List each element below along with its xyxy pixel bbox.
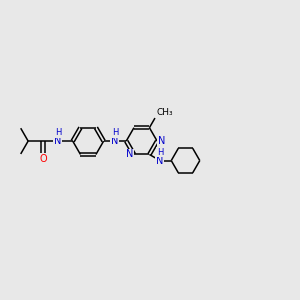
Text: H: H <box>112 128 118 137</box>
Text: N: N <box>125 149 133 160</box>
Text: CH₃: CH₃ <box>156 108 173 117</box>
Text: N: N <box>54 136 61 146</box>
Text: H: H <box>157 148 163 157</box>
Text: N: N <box>111 136 118 146</box>
Text: O: O <box>39 154 47 164</box>
Text: H: H <box>55 128 61 137</box>
Text: N: N <box>158 136 166 146</box>
Text: N: N <box>156 156 164 166</box>
